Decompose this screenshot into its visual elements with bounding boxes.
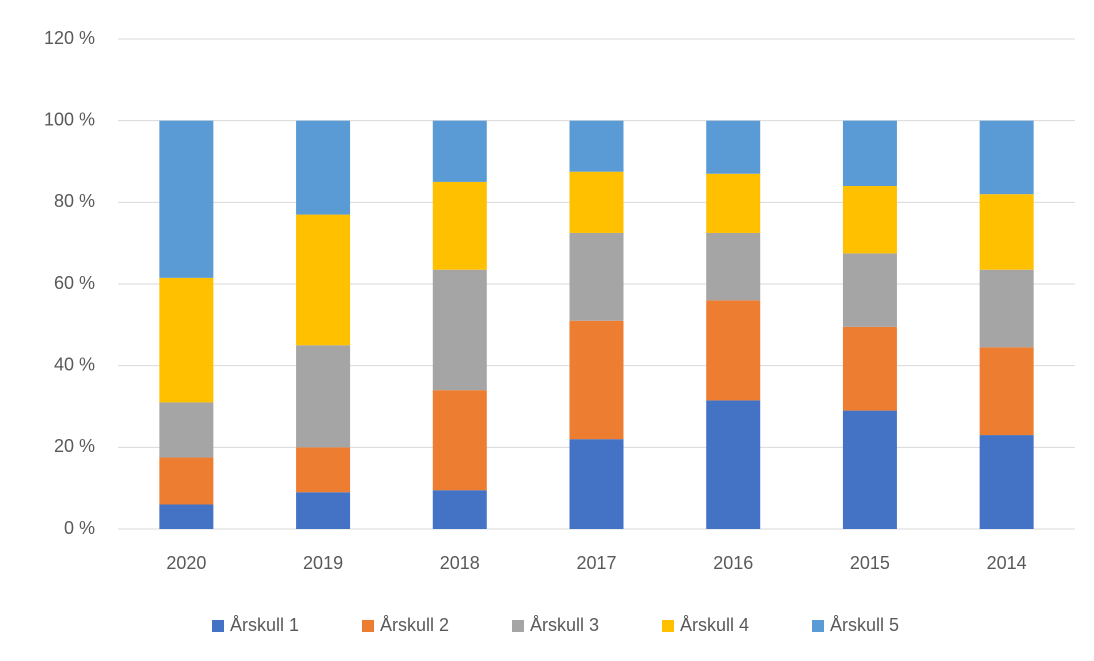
bar-segment xyxy=(296,447,351,493)
bar-segment xyxy=(706,173,761,233)
bar-segment xyxy=(569,320,624,440)
bar-segment xyxy=(432,120,487,182)
bar-segment xyxy=(569,171,624,233)
bar-segment xyxy=(842,410,897,529)
y-tick-label: 80 % xyxy=(54,191,95,211)
bar-segment xyxy=(569,439,624,529)
legend-swatch xyxy=(662,620,674,632)
bar-segment xyxy=(979,435,1034,529)
y-tick-label: 20 % xyxy=(54,436,95,456)
legend-swatch xyxy=(362,620,374,632)
bar-segment xyxy=(159,504,214,529)
bar-segment xyxy=(979,120,1034,195)
x-tick-label: 2015 xyxy=(850,553,890,573)
bar-segment xyxy=(296,345,351,448)
bar-segment xyxy=(569,232,624,321)
bar-segment xyxy=(432,269,487,391)
bar-segment xyxy=(159,277,214,403)
y-tick-label: 120 % xyxy=(44,28,95,48)
bar-segment xyxy=(159,120,214,278)
x-tick-label: 2020 xyxy=(166,553,206,573)
bar-segment xyxy=(432,490,487,529)
y-tick-label: 0 % xyxy=(64,518,95,538)
y-tick-label: 40 % xyxy=(54,354,95,374)
legend-label: Årskull 3 xyxy=(530,615,599,635)
y-tick-label: 60 % xyxy=(54,273,95,293)
bar-segment xyxy=(979,194,1034,270)
bar-segment xyxy=(706,300,761,401)
bar-segment xyxy=(979,347,1034,436)
bar-segment xyxy=(159,402,214,458)
bar-segment xyxy=(842,253,897,327)
y-tick-label: 100 % xyxy=(44,109,95,129)
bar-segment xyxy=(159,457,214,505)
bar-segment xyxy=(842,326,897,411)
x-tick-label: 2016 xyxy=(713,553,753,573)
bar-segment xyxy=(432,390,487,491)
bar-segment xyxy=(706,400,761,529)
bar-segment xyxy=(296,492,351,529)
x-tick-label: 2017 xyxy=(576,553,616,573)
bar-segment xyxy=(706,120,761,174)
legend-label: Årskull 1 xyxy=(230,615,299,635)
x-tick-label: 2019 xyxy=(303,553,343,573)
legend-swatch xyxy=(212,620,224,632)
bar-segment xyxy=(979,269,1034,348)
legend-label: Årskull 4 xyxy=(680,615,749,635)
legend-label: Årskull 5 xyxy=(830,615,899,635)
legend-swatch xyxy=(512,620,524,632)
bar-segment xyxy=(296,214,351,346)
bar-segment xyxy=(706,232,761,301)
legend-swatch xyxy=(812,620,824,632)
bar-segment xyxy=(432,181,487,270)
bar-segment xyxy=(296,120,351,215)
x-tick-label: 2018 xyxy=(440,553,480,573)
x-tick-label: 2014 xyxy=(987,553,1027,573)
bar-segment xyxy=(842,120,897,186)
bar-segment xyxy=(842,186,897,254)
bar-segment xyxy=(569,120,624,172)
legend-label: Årskull 2 xyxy=(380,615,449,635)
